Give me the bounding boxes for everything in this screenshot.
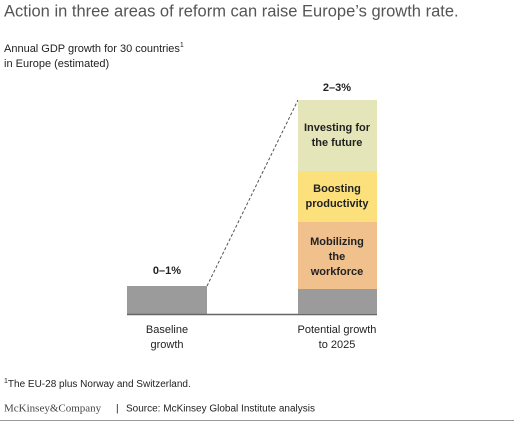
separator: |: [116, 404, 119, 415]
segment-label: the future: [312, 137, 363, 149]
value-label: 2–3%: [323, 82, 351, 94]
footnote-marker: 1: [180, 42, 184, 49]
connector: [206, 99, 299, 287]
footnote-text: The EU-28 plus Norway and Switzerland.: [8, 379, 191, 390]
title: Action in three areas of reform can rais…: [4, 2, 459, 20]
baseline-bar: [127, 286, 207, 314]
value-label: 0–1%: [153, 265, 181, 277]
segment: [298, 289, 377, 314]
column-label: growth: [150, 339, 183, 351]
column-label: Potential growth: [298, 324, 377, 336]
segment: [298, 171, 377, 222]
column-label: Baseline: [146, 324, 188, 336]
column-label: to 2025: [319, 339, 356, 351]
segment-label: the: [329, 251, 346, 263]
subtitle-text: Annual GDP growth for 30 countries: [4, 43, 180, 55]
brand: McKinsey&Company: [4, 403, 102, 415]
segment-label: Mobilizing: [310, 236, 364, 248]
source: Source: McKinsey Global Institute analys…: [126, 404, 315, 415]
subtitle-line: Annual GDP growth for 30 countries1: [4, 42, 184, 55]
segment: [298, 100, 377, 171]
segment-label: productivity: [306, 198, 370, 210]
footnote: 1The EU-28 plus Norway and Switzerland.: [4, 378, 191, 390]
subtitle-line: in Europe (estimated): [4, 58, 109, 70]
segment-label: Boosting: [313, 183, 361, 195]
footnote-marker: 1: [4, 378, 8, 385]
segment-label: workforce: [310, 266, 364, 278]
segment: [298, 222, 377, 289]
segment-label: Investing for: [304, 122, 371, 134]
